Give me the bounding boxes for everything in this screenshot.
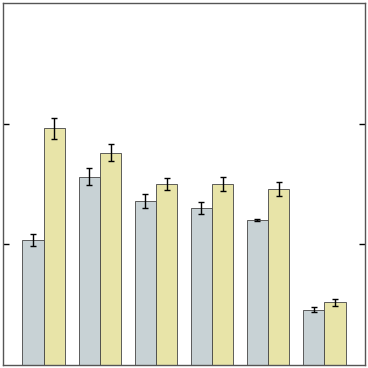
Bar [22,240,44,365]
Bar [100,153,121,365]
Bar [303,309,324,365]
Bar [78,177,100,365]
Bar [156,184,177,365]
Bar [135,201,156,365]
Bar [247,220,268,365]
Bar [268,189,290,365]
Bar [212,184,233,365]
Bar [44,128,65,365]
Bar [324,302,346,365]
Bar [191,208,212,365]
